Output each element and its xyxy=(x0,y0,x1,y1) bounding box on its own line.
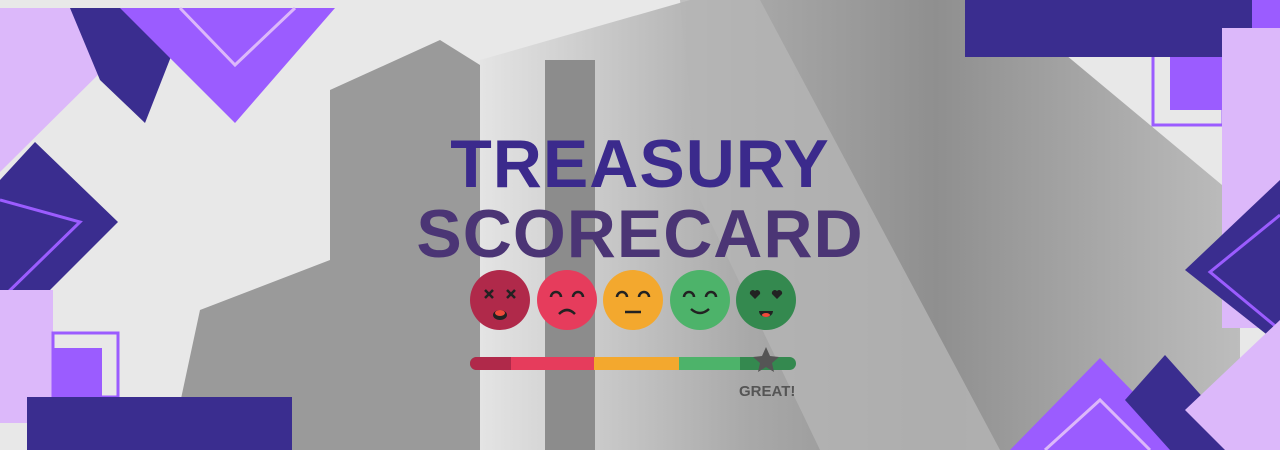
title-line-2: SCORECARD xyxy=(416,196,864,272)
decor-right xyxy=(965,0,1280,450)
title-line-1: TREASURY xyxy=(450,126,830,202)
facade-pattern xyxy=(680,0,1000,450)
building-left xyxy=(170,40,520,450)
star-icon xyxy=(753,347,779,372)
neutral-face-icon xyxy=(603,270,663,330)
heart-eyes-face-icon xyxy=(736,270,796,330)
smile-face-icon xyxy=(670,270,730,330)
sad-face-icon xyxy=(537,270,597,330)
rating-bar xyxy=(470,357,796,370)
rating-label: GREAT! xyxy=(739,383,796,400)
decor-left xyxy=(0,6,335,450)
column xyxy=(545,60,595,450)
dizzy-face-icon xyxy=(470,270,530,330)
